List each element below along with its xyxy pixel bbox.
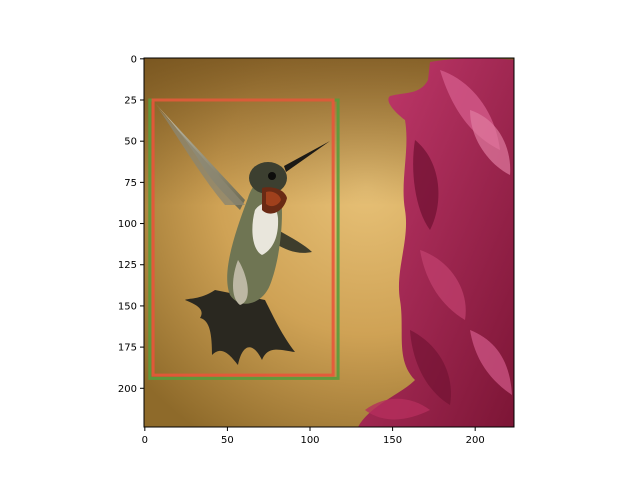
x-tick-label: 150: [383, 435, 402, 446]
y-tick-label: 0: [131, 54, 137, 65]
y-tick-label: 150: [118, 301, 137, 312]
y-tick-label: 100: [118, 219, 137, 230]
x-tick-label: 100: [300, 435, 319, 446]
flower-shape: [358, 58, 514, 427]
y-tick-label: 175: [118, 343, 137, 354]
photo-image: [144, 58, 514, 427]
y-tick-label: 75: [124, 178, 137, 189]
x-tick-label: 0: [142, 435, 148, 446]
x-axis: 0 50 100 150 200: [142, 427, 485, 446]
y-tick-label: 125: [118, 260, 137, 271]
axes-frame: [143, 57, 515, 428]
bounding-box-1: [151, 98, 335, 377]
y-tick-label: 50: [124, 137, 137, 148]
x-tick-label: 200: [466, 435, 485, 446]
y-tick-label: 200: [118, 384, 137, 395]
y-axis: 0 25 50 75 100 125 150 175 200: [118, 54, 144, 395]
y-tick-label: 25: [124, 96, 137, 107]
hummingbird-shape: [152, 100, 330, 365]
x-tick-label: 50: [221, 435, 234, 446]
bounding-boxes: [148, 98, 340, 380]
